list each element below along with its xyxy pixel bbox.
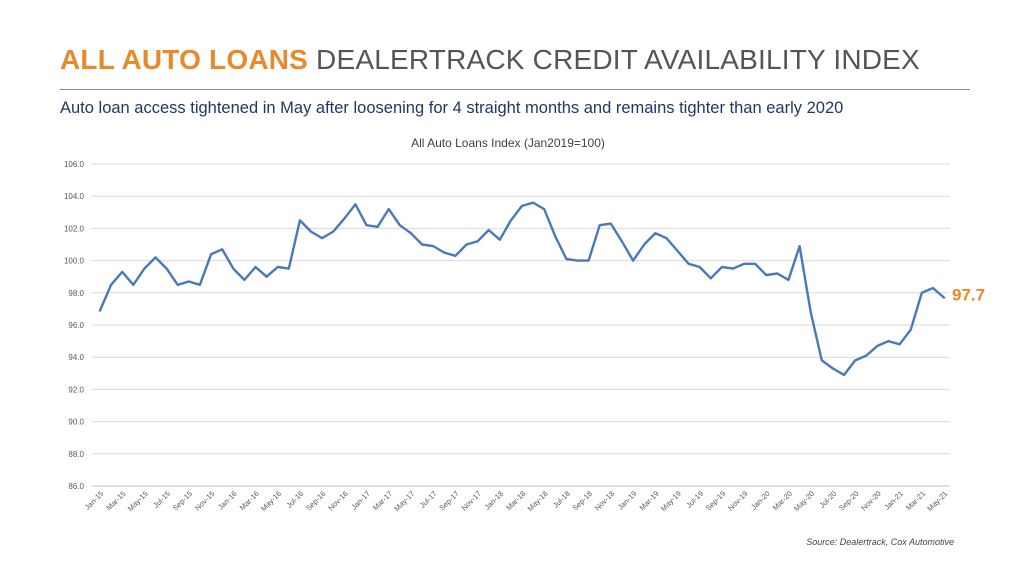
y-tick-label: 106.0 bbox=[64, 160, 85, 169]
x-tick-label: Jan-16 bbox=[216, 489, 239, 512]
x-tick-label: Jan-20 bbox=[749, 489, 772, 512]
y-tick-label: 86.0 bbox=[68, 482, 84, 491]
x-tick-label: Jul-19 bbox=[684, 489, 705, 510]
title-highlight: ALL AUTO LOANS bbox=[60, 44, 309, 75]
x-tick-label: May-15 bbox=[126, 489, 150, 513]
x-tick-label: May-21 bbox=[925, 489, 949, 513]
source-note: Source: Dealertrack, Cox Automotive bbox=[806, 537, 954, 547]
y-axis-ticks: 86.0 88.0 90.0 92.0 94.0 96.0 98.0 100.0 102.0 10… bbox=[64, 160, 85, 491]
x-tick-label: May-18 bbox=[526, 489, 550, 513]
x-tick-label: Nov-15 bbox=[193, 489, 216, 512]
x-tick-label: Jul-16 bbox=[284, 489, 305, 510]
x-tick-label: Nov-17 bbox=[460, 489, 483, 512]
x-tick-label: Jul-20 bbox=[818, 489, 839, 510]
y-tick-label: 104.0 bbox=[64, 192, 85, 201]
y-tick-label: 102.0 bbox=[64, 224, 85, 233]
y-tick-label: 94.0 bbox=[68, 353, 84, 362]
title-rest: DEALERTRACK CREDIT AVAILABILITY INDEX bbox=[316, 44, 920, 75]
x-tick-label: Sep-19 bbox=[704, 489, 727, 512]
x-tick-label: Mar-16 bbox=[238, 489, 261, 512]
x-tick-label: Jul-15 bbox=[151, 489, 172, 510]
x-tick-label: Mar-18 bbox=[504, 489, 527, 512]
y-tick-label: 92.0 bbox=[68, 385, 84, 394]
x-tick-label: May-16 bbox=[259, 489, 283, 513]
x-tick-label: Jan-19 bbox=[616, 489, 639, 512]
gridlines bbox=[92, 163, 950, 487]
title-divider bbox=[60, 89, 970, 90]
x-tick-label: Jul-18 bbox=[551, 489, 572, 510]
x-tick-label: May-17 bbox=[392, 489, 416, 513]
x-tick-label: Nov-18 bbox=[593, 489, 616, 512]
end-value-label: 97.7 bbox=[952, 286, 985, 305]
x-tick-label: May-20 bbox=[792, 489, 816, 513]
page-subtitle: Auto loan access tightened in May after … bbox=[60, 99, 844, 117]
y-tick-label: 96.0 bbox=[68, 321, 84, 330]
x-tick-label: Nov-20 bbox=[859, 489, 882, 512]
x-tick-label: Sep-15 bbox=[171, 489, 194, 512]
x-tick-label: Sep-16 bbox=[304, 489, 327, 512]
x-tick-label: May-19 bbox=[659, 489, 683, 513]
page-title: ALL AUTO LOANS DEALERTRACK CREDIT AVAILA… bbox=[60, 44, 920, 76]
series-line bbox=[98, 201, 946, 377]
x-tick-label: Nov-19 bbox=[726, 489, 749, 512]
x-tick-label: Sep-18 bbox=[571, 489, 594, 512]
x-tick-label: Jul-17 bbox=[418, 489, 439, 510]
x-tick-label: Mar-15 bbox=[104, 489, 127, 512]
x-tick-label: Mar-19 bbox=[638, 489, 661, 512]
x-tick-label: Mar-17 bbox=[371, 489, 394, 512]
x-tick-label: Jan-15 bbox=[83, 489, 106, 512]
x-tick-label: Jan-17 bbox=[349, 489, 372, 512]
y-tick-label: 88.0 bbox=[68, 450, 84, 459]
x-tick-label: Sep-17 bbox=[437, 489, 460, 512]
chart-title: All Auto Loans Index (Jan2019=100) bbox=[411, 136, 605, 150]
y-tick-label: 98.0 bbox=[68, 289, 84, 298]
x-tick-label: Mar-21 bbox=[904, 489, 927, 512]
y-tick-label: 90.0 bbox=[68, 418, 84, 427]
x-tick-label: Jan-21 bbox=[882, 489, 905, 512]
x-tick-label: Sep-20 bbox=[837, 489, 860, 512]
x-tick-label: Jan-18 bbox=[483, 489, 506, 512]
y-tick-label: 100.0 bbox=[64, 257, 85, 266]
x-tick-label: Nov-16 bbox=[326, 489, 349, 512]
x-tick-label: Mar-20 bbox=[771, 489, 794, 512]
